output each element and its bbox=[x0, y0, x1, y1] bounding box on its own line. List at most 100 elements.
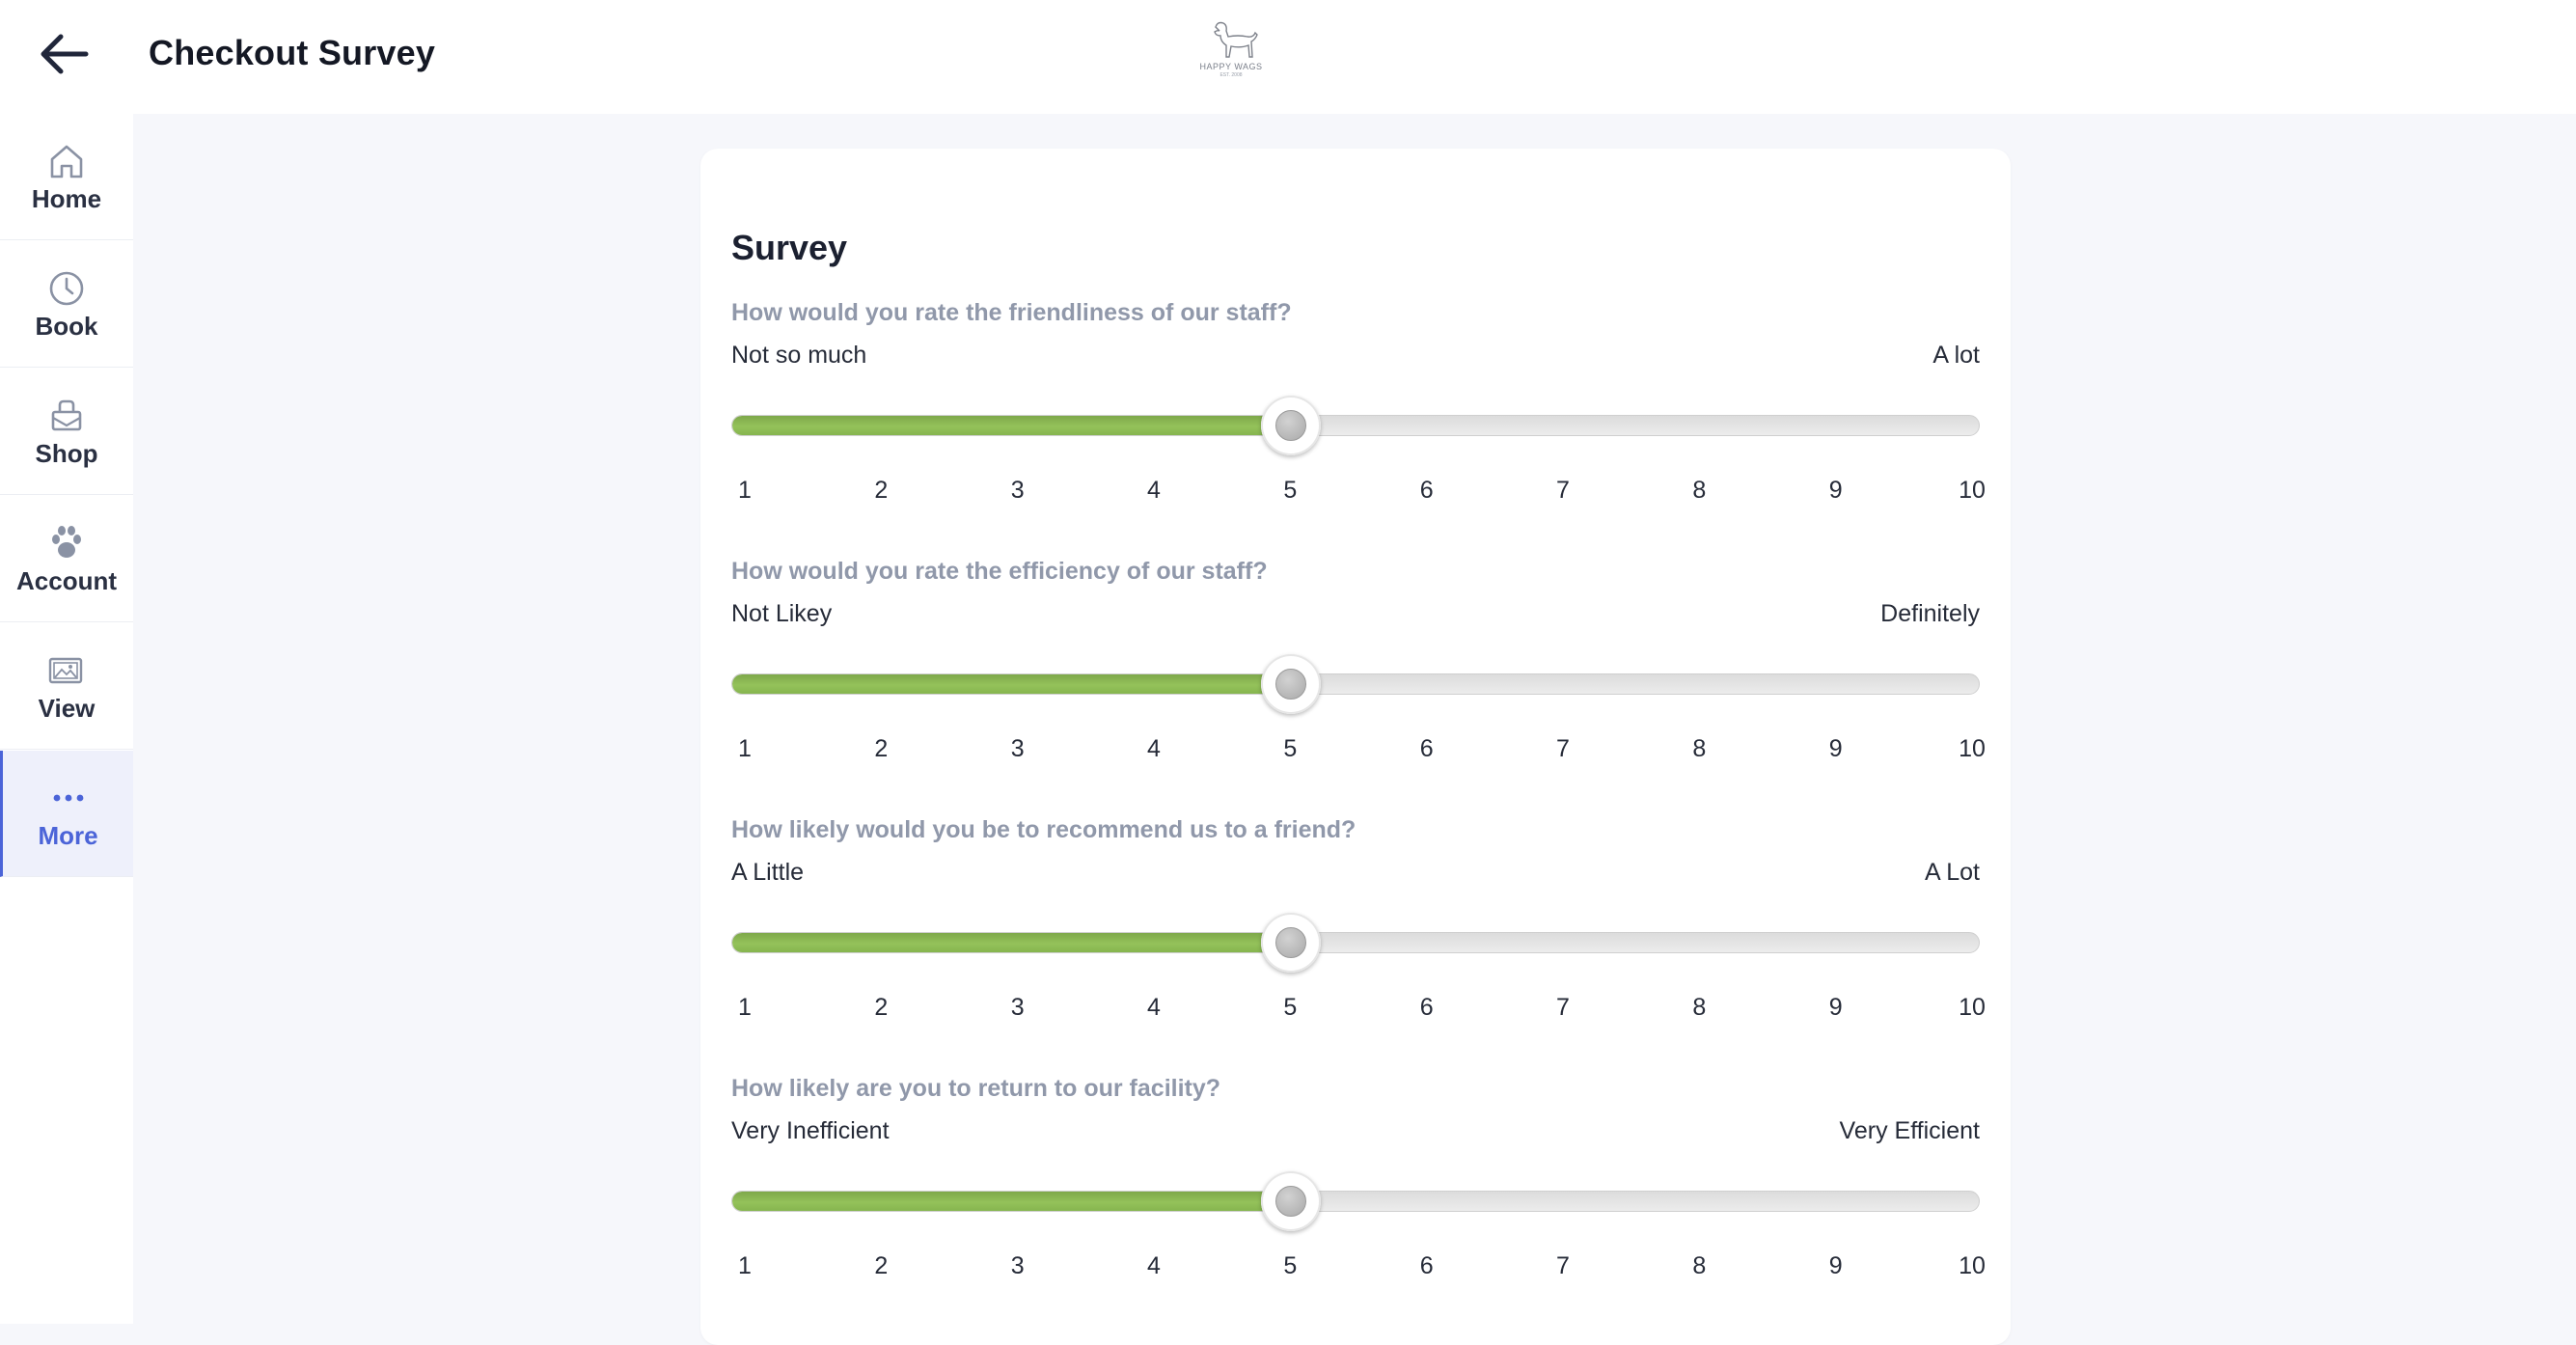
logo-subtext: EST. 2008 bbox=[1219, 72, 1243, 78]
slider-thumb[interactable] bbox=[1261, 1171, 1321, 1231]
home-icon bbox=[45, 140, 88, 182]
sidebar-item-label: More bbox=[38, 820, 98, 850]
slider-thumb[interactable] bbox=[1261, 396, 1321, 455]
scale-tick-label: 3 bbox=[1010, 735, 1025, 762]
sidebar-item-label: Home bbox=[31, 183, 102, 213]
min-label: Very Inefficient bbox=[731, 1117, 890, 1144]
scale-tick-label: 8 bbox=[1692, 735, 1707, 762]
scale-tick-label: 8 bbox=[1692, 477, 1707, 504]
rating-slider[interactable] bbox=[731, 913, 1980, 973]
shopping-bag-icon bbox=[45, 395, 88, 437]
sidebar-item-view[interactable]: View bbox=[0, 623, 133, 750]
clock-icon bbox=[45, 267, 88, 310]
arrow-left-icon bbox=[41, 34, 89, 74]
rating-slider[interactable] bbox=[731, 1171, 1980, 1231]
question-text: How likely would you be to recommend us … bbox=[731, 816, 1357, 843]
sidebar-item-home[interactable]: Home bbox=[0, 114, 133, 240]
max-label: Very Efficient bbox=[1839, 1117, 1980, 1144]
min-label: Not Likey bbox=[731, 600, 833, 627]
slider-thumb[interactable] bbox=[1261, 654, 1321, 714]
slider-track[interactable] bbox=[731, 415, 1980, 436]
scale-tick-label: 5 bbox=[1283, 994, 1298, 1021]
scale-tick-label: 6 bbox=[1419, 1252, 1434, 1279]
scale-tick-label: 7 bbox=[1556, 1252, 1570, 1279]
scale-tick-label: 5 bbox=[1283, 1252, 1298, 1279]
min-label: Not so much bbox=[731, 342, 867, 369]
scale-ticks: 1 2 3 4 5 6 7 8 9 10 bbox=[731, 994, 1986, 1023]
slider-track[interactable] bbox=[731, 932, 1980, 953]
more-dots-icon bbox=[47, 777, 90, 819]
scale-tick-label: 6 bbox=[1419, 994, 1434, 1021]
sidebar-item-shop[interactable]: Shop bbox=[0, 369, 133, 495]
scale-tick-label: 4 bbox=[1147, 735, 1161, 762]
scale-tick-label: 10 bbox=[1959, 1252, 1986, 1279]
scale-tick-label: 8 bbox=[1692, 1252, 1707, 1279]
scale-tick-label: 4 bbox=[1147, 994, 1161, 1021]
scale-tick-label: 6 bbox=[1419, 477, 1434, 504]
max-label: A Lot bbox=[1925, 859, 1980, 886]
sidebar-item-label: View bbox=[38, 693, 96, 723]
scale-tick-label: 5 bbox=[1283, 735, 1298, 762]
back-button[interactable] bbox=[35, 27, 93, 81]
sidebar-item-book[interactable]: Book bbox=[0, 241, 133, 368]
min-label: A Little bbox=[731, 859, 805, 886]
scale-tick-label: 1 bbox=[738, 735, 752, 762]
scale-tick-label: 3 bbox=[1010, 477, 1025, 504]
scale-tick-label: 9 bbox=[1828, 1252, 1843, 1279]
question-text: How would you rate the efficiency of our… bbox=[731, 558, 1268, 585]
sidebar-item-label: Book bbox=[35, 311, 98, 341]
slider-fill bbox=[732, 416, 1292, 435]
sidebar-item-account[interactable]: Account bbox=[0, 496, 133, 622]
scale-tick-label: 2 bbox=[874, 1252, 889, 1279]
happy-wags-logo: HAPPY WAGS EST. 2008 bbox=[1194, 17, 1268, 85]
scale-tick-label: 10 bbox=[1959, 735, 1986, 762]
scale-tick-label: 3 bbox=[1010, 994, 1025, 1021]
survey-card: Survey How would you rate the friendline… bbox=[700, 149, 2011, 1345]
slider-fill bbox=[732, 933, 1292, 952]
scale-tick-label: 7 bbox=[1556, 477, 1570, 504]
scale-tick-label: 1 bbox=[738, 1252, 752, 1279]
scale-tick-label: 1 bbox=[738, 477, 752, 504]
scale-tick-label: 2 bbox=[874, 477, 889, 504]
slider-track[interactable] bbox=[731, 673, 1980, 695]
survey-title: Survey bbox=[731, 228, 848, 267]
scale-tick-label: 9 bbox=[1828, 994, 1843, 1021]
image-gallery-icon bbox=[45, 649, 88, 692]
rating-slider[interactable] bbox=[731, 396, 1980, 455]
slider-fill bbox=[732, 674, 1292, 694]
slider-thumb[interactable] bbox=[1261, 913, 1321, 973]
question-text: How would you rate the friendliness of o… bbox=[731, 299, 1292, 326]
scale-ticks: 1 2 3 4 5 6 7 8 9 10 bbox=[731, 735, 1986, 764]
survey-question: How likely are you to return to our faci… bbox=[731, 1075, 1986, 1306]
scale-tick-label: 10 bbox=[1959, 994, 1986, 1021]
scale-tick-label: 7 bbox=[1556, 735, 1570, 762]
sidebar-item-label: Account bbox=[16, 565, 117, 595]
dog-logo-icon bbox=[1214, 21, 1258, 58]
sidebar-item-label: Shop bbox=[35, 438, 98, 468]
scale-tick-label: 8 bbox=[1692, 994, 1707, 1021]
max-label: A lot bbox=[1932, 342, 1980, 369]
scale-tick-label: 9 bbox=[1828, 735, 1843, 762]
scale-tick-label: 3 bbox=[1010, 1252, 1025, 1279]
scale-ticks: 1 2 3 4 5 6 7 8 9 10 bbox=[731, 1252, 1986, 1281]
max-label: Definitely bbox=[1880, 600, 1980, 627]
sidebar-item-more[interactable]: More bbox=[0, 751, 133, 877]
slider-track[interactable] bbox=[731, 1191, 1980, 1212]
scale-ticks: 1 2 3 4 5 6 7 8 9 10 bbox=[731, 477, 1986, 506]
scale-tick-label: 2 bbox=[874, 735, 889, 762]
scale-tick-label: 5 bbox=[1283, 477, 1298, 504]
rating-slider[interactable] bbox=[731, 654, 1980, 714]
sidebar-nav: Home Book Shop Account View More bbox=[0, 114, 133, 1324]
survey-question: How likely would you be to recommend us … bbox=[731, 816, 1986, 1048]
scale-tick-label: 7 bbox=[1556, 994, 1570, 1021]
scale-tick-label: 1 bbox=[738, 994, 752, 1021]
scale-tick-label: 9 bbox=[1828, 477, 1843, 504]
scale-tick-label: 6 bbox=[1419, 735, 1434, 762]
page-title: Checkout Survey bbox=[149, 33, 436, 72]
slider-fill bbox=[732, 1192, 1292, 1211]
scale-tick-label: 10 bbox=[1959, 477, 1986, 504]
scale-tick-label: 4 bbox=[1147, 1252, 1161, 1279]
survey-question: How would you rate the efficiency of our… bbox=[731, 558, 1986, 789]
scale-tick-label: 4 bbox=[1147, 477, 1161, 504]
paw-icon bbox=[45, 522, 88, 564]
